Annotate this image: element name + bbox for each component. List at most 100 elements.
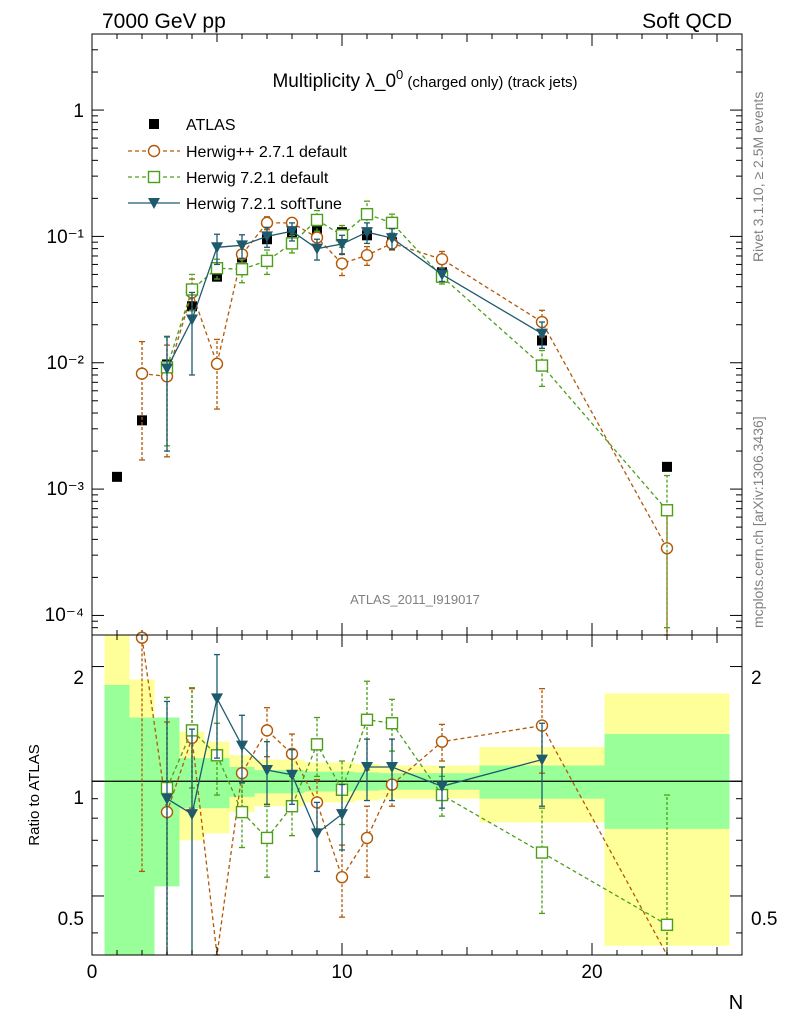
main-panel: 1 10⁻¹ 10⁻² 10⁻³ 10⁻⁴: [45, 33, 743, 636]
y-tick-label: 10⁻¹: [47, 227, 85, 248]
data-point: [137, 415, 147, 426]
data-point: [360, 248, 374, 262]
ratio-panel: 2 1 0.5 2 0.5 Ratio to ATLAS 0 10 20 N: [26, 631, 777, 1014]
y-tick-label: 10⁻⁴: [45, 605, 84, 626]
ratio-point: [361, 761, 373, 773]
data-point: [236, 240, 248, 252]
ratio-point: [660, 918, 674, 932]
x-tick-label: 20: [581, 962, 602, 983]
data-point: [385, 216, 399, 230]
legend-marker: [147, 144, 161, 158]
main-series-layer: [112, 200, 674, 636]
ratio-point: [286, 769, 298, 781]
main-axis-ticks: [91, 33, 743, 636]
uncertainty-band-inner: [104, 684, 130, 955]
data-point: [435, 253, 449, 266]
data-point: [261, 231, 273, 243]
legend-label-herwigpp: Herwig++ 2.7.1 default: [186, 144, 348, 161]
data-point: [310, 213, 324, 227]
data-point: [436, 269, 448, 281]
data-point: [186, 314, 198, 326]
ratio-point: [211, 693, 223, 705]
data-point: [335, 257, 349, 270]
ratio-point: [186, 809, 198, 821]
data-point: [660, 542, 674, 555]
ratio-line: [141, 637, 668, 956]
ratio-y-tick-label: 0.5: [58, 909, 84, 930]
title-superscript: 0: [396, 67, 403, 82]
ratio-point: [360, 831, 374, 845]
legend: ATLAS Herwig++ 2.7.1 default Herwig 7.2.…: [128, 117, 348, 213]
ratio-point: [336, 809, 348, 821]
ratio-line: [166, 696, 543, 835]
data-point: [662, 461, 672, 472]
ratio-y-axis-label: Ratio to ATLAS: [26, 744, 43, 845]
data-point: [235, 263, 249, 276]
y-tick-label: 10⁻³: [47, 479, 85, 500]
data-point: [112, 471, 122, 482]
series-line: [166, 230, 543, 369]
data-point: [336, 239, 348, 251]
data-point: [361, 227, 373, 239]
ratio-point: [311, 828, 323, 840]
data-point: [536, 328, 548, 340]
energy-label: 7000 GeV pp: [102, 10, 226, 33]
ratio-point: [236, 740, 248, 752]
series-0: [112, 226, 672, 482]
ratio-axis-ticks: [91, 635, 743, 955]
series-3: [161, 222, 548, 452]
ratio-y-tick-label-right: 2: [751, 668, 762, 689]
x-axis-label: N: [729, 992, 743, 1014]
data-point: [535, 359, 549, 372]
mcplots-label: mcplots.cern.ch [arXiv:1306.3436]: [750, 416, 766, 628]
ratio-series-2: [161, 653, 548, 955]
x-tick-label: 10: [331, 962, 352, 983]
category-label: Soft QCD: [642, 10, 732, 33]
data-point: [286, 226, 298, 238]
legend-label-herwig721: Herwig 7.2.1 default: [186, 170, 329, 187]
plot-title: Multiplicity λ_00 (charged only) (track …: [272, 67, 577, 92]
ratio-point: [235, 805, 249, 819]
ratio-bands: [92, 635, 742, 955]
data-point: [135, 367, 149, 380]
ratio-point: [310, 738, 324, 751]
ratio-point: [386, 761, 398, 773]
data-point: [360, 207, 374, 221]
ratio-point: [161, 793, 173, 805]
ratio-point: [385, 717, 399, 730]
data-point: [210, 357, 224, 371]
ratio-point: [260, 831, 274, 845]
series-2: [160, 200, 674, 629]
rivet-label: Rivet 3.1.10, ≥ 2.5M events: [750, 92, 766, 262]
data-point: [161, 363, 173, 375]
x-tick-label: 0: [87, 962, 98, 983]
title-main: Multiplicity λ_0: [272, 71, 396, 92]
data-point: [211, 242, 223, 254]
legend-marker: [149, 119, 159, 129]
ratio-point: [436, 781, 448, 793]
legend-label-softtune: Herwig 7.2.1 softTune: [186, 196, 342, 213]
series-line: [141, 222, 668, 549]
ratio-y-tick-label: 2: [73, 668, 84, 689]
legend-marker: [147, 170, 161, 184]
ratio-y-tick-label: 1: [73, 788, 84, 809]
ratio-point: [535, 846, 549, 859]
data-point: [311, 243, 323, 255]
legend-markers: [128, 119, 180, 209]
ratio-point: [260, 724, 274, 737]
y-tick-label: 10⁻²: [47, 353, 85, 374]
y-tick-label: 1: [73, 101, 84, 122]
ratio-point: [335, 871, 349, 884]
data-point: [660, 504, 674, 517]
data-point: [386, 233, 398, 245]
ratio-point: [360, 713, 374, 726]
legend-marker: [148, 198, 160, 209]
legend-label-atlas: ATLAS: [186, 117, 236, 134]
title-tail: (charged only) (track jets): [403, 74, 577, 91]
ratio-y-tick-label-right: 0.5: [751, 909, 777, 930]
ratio-point: [536, 754, 548, 766]
data-point: [260, 254, 274, 268]
ratio-point: [261, 765, 273, 777]
